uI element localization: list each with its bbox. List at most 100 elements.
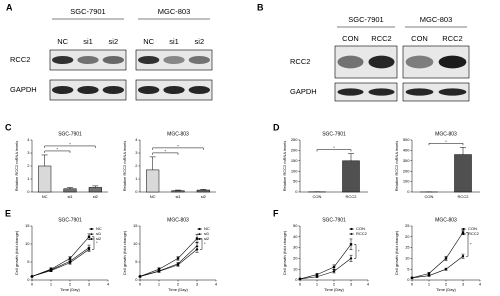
blot-band xyxy=(337,55,364,69)
y-axis-label: Cell growth (fold change) xyxy=(14,230,19,275)
x-tick-label: 1 xyxy=(428,282,431,287)
point xyxy=(350,228,353,230)
x-tick-label: 2 xyxy=(177,282,180,287)
x-tick-label: si1 xyxy=(67,194,73,199)
y-tick-label: 3 xyxy=(27,150,30,155)
significance-bracket xyxy=(152,152,179,155)
x-tick-label: 4 xyxy=(367,282,370,287)
point xyxy=(49,269,53,272)
y-tick-label: 10 xyxy=(293,266,298,271)
point xyxy=(462,228,465,230)
legend-label: RCC2 xyxy=(356,231,368,236)
group-label: SGC-7901 xyxy=(348,15,383,24)
point xyxy=(176,263,180,267)
significance-label: * xyxy=(165,148,167,153)
point xyxy=(90,228,93,230)
blot-band xyxy=(163,56,185,64)
series-line xyxy=(411,256,464,279)
group-label: MGC-803 xyxy=(420,15,453,24)
blot-frame xyxy=(334,82,398,102)
significance-bracket xyxy=(44,150,71,153)
x-tick-label: 0 xyxy=(411,282,414,287)
significance-bracket xyxy=(354,244,357,259)
y-tick-label: 10 xyxy=(405,255,410,260)
annotation: * xyxy=(204,241,206,246)
y-tick-label: 100 xyxy=(403,179,410,184)
x-tick-label: 2 xyxy=(445,282,448,287)
significance-label: * xyxy=(57,147,59,152)
x-tick-label: NC xyxy=(42,194,48,199)
legend-label: RCC2 xyxy=(468,231,480,236)
point xyxy=(198,228,201,230)
y-tick-label: 0 xyxy=(27,277,30,282)
y-tick-label: 15 xyxy=(25,223,30,228)
series-line xyxy=(411,232,464,279)
blot-band xyxy=(405,88,434,96)
bar xyxy=(88,187,102,193)
point xyxy=(462,233,465,235)
annotation: * xyxy=(358,248,360,253)
y-tick-label: 50 xyxy=(293,223,298,228)
y-tick-label: 30 xyxy=(293,245,298,250)
series-line xyxy=(139,249,198,277)
y-tick-label: 5 xyxy=(135,259,138,264)
error-bar xyxy=(175,189,181,191)
x-tick-label: 0 xyxy=(299,282,302,287)
y-tick-label: 10 xyxy=(25,241,30,246)
significance-bracket xyxy=(466,232,469,257)
series-line xyxy=(31,249,90,277)
point xyxy=(315,273,319,276)
significance-label: * xyxy=(445,139,447,144)
point xyxy=(198,238,201,240)
error-bar xyxy=(460,147,466,155)
point xyxy=(198,232,201,235)
point xyxy=(349,257,353,260)
lane-label: CON xyxy=(342,34,359,43)
bar xyxy=(63,188,77,193)
annotation: * xyxy=(96,240,98,245)
point xyxy=(315,275,319,278)
panel-label: E xyxy=(5,208,11,218)
y-tick-label: 25 xyxy=(405,223,410,228)
blot-frame xyxy=(402,82,470,102)
error-bar xyxy=(92,185,99,188)
y-tick-label: 0 xyxy=(295,189,298,194)
group-label: SGC-7901 xyxy=(70,7,105,16)
y-tick-label: 1 xyxy=(135,176,138,181)
y-axis-label: Cell growth (fold change) xyxy=(282,230,287,275)
point xyxy=(195,248,199,251)
y-tick-label: 40 xyxy=(293,234,298,239)
y-tick-label: 0 xyxy=(135,277,138,282)
y-tick-label: 0 xyxy=(407,189,410,194)
blot-band xyxy=(138,86,160,94)
y-tick-label: 20 xyxy=(405,234,410,239)
series-line xyxy=(299,258,352,280)
legend-label: CON xyxy=(356,226,365,231)
y-tick-label: 200 xyxy=(291,147,298,152)
lane-label: NC xyxy=(57,37,68,46)
y-tick-label: 300 xyxy=(403,158,410,163)
x-tick-label: 2 xyxy=(69,282,72,287)
y-tick-label: 3 xyxy=(135,150,138,155)
error-bar xyxy=(149,156,156,170)
point xyxy=(461,255,465,258)
blot-band xyxy=(102,86,124,94)
blot-band xyxy=(77,86,99,94)
y-axis-label: Cell growth (fold change) xyxy=(122,230,127,275)
legend-label: si2 xyxy=(96,236,102,241)
lane-label: si2 xyxy=(109,37,119,46)
lane-label: si2 xyxy=(195,37,205,46)
y-axis-label: Relative RCC2 mRNA levels xyxy=(394,141,399,191)
x-tick-label: 1 xyxy=(50,282,53,287)
chart-title: MGC-803 xyxy=(167,217,189,223)
legend-label: NC xyxy=(96,226,102,231)
group-label: MGC-803 xyxy=(158,7,191,16)
y-tick-label: 0 xyxy=(135,189,138,194)
y-tick-label: 15 xyxy=(405,245,410,250)
significance-bracket xyxy=(152,147,204,150)
x-tick-label: si2 xyxy=(201,194,207,199)
point xyxy=(427,274,431,277)
legend-label: si1 xyxy=(96,231,102,236)
point xyxy=(332,270,336,273)
